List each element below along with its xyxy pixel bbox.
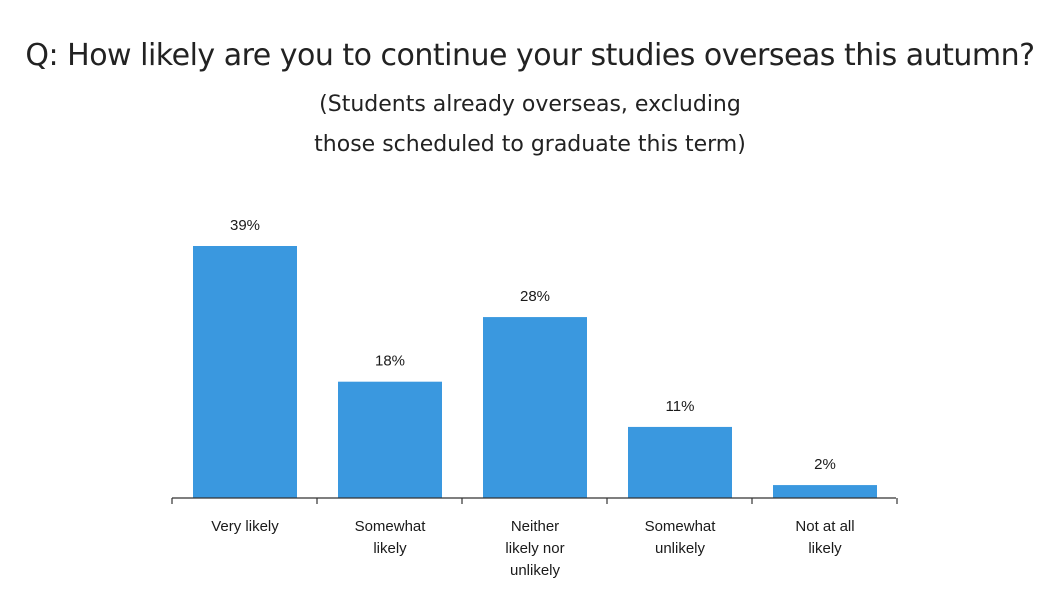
data-label-4: 11% bbox=[666, 398, 695, 415]
x-tick-label-2: likely bbox=[373, 540, 407, 557]
data-label-3: 28% bbox=[520, 288, 550, 305]
bar-5 bbox=[773, 485, 877, 498]
chart-title: Q: How likely are you to continue your s… bbox=[25, 38, 1035, 73]
bar-3 bbox=[483, 317, 587, 498]
bar-4 bbox=[628, 426, 732, 498]
x-tick-label-2: Somewhat bbox=[355, 518, 427, 535]
x-tick-label-5: Not at all bbox=[795, 518, 854, 535]
bar-2 bbox=[338, 381, 442, 498]
x-tick-label-3: unlikely bbox=[510, 562, 561, 579]
x-tick-label-3: likely nor bbox=[505, 540, 564, 557]
data-label-2: 18% bbox=[375, 353, 405, 370]
x-tick-label-4: Somewhat bbox=[645, 518, 717, 535]
bar-1 bbox=[193, 246, 297, 498]
data-label-1: 39% bbox=[230, 217, 260, 234]
data-label-5: 2% bbox=[814, 456, 836, 473]
chart-subtitle-line-2: those scheduled to graduate this term) bbox=[314, 132, 746, 157]
x-tick-label-4: unlikely bbox=[655, 540, 706, 557]
x-tick-label-3: Neither bbox=[511, 518, 559, 535]
chart-subtitle-line-1: (Students already overseas, excluding bbox=[319, 92, 741, 117]
x-tick-label-5: likely bbox=[808, 540, 842, 557]
x-tick-label-1: Very likely bbox=[211, 518, 279, 535]
